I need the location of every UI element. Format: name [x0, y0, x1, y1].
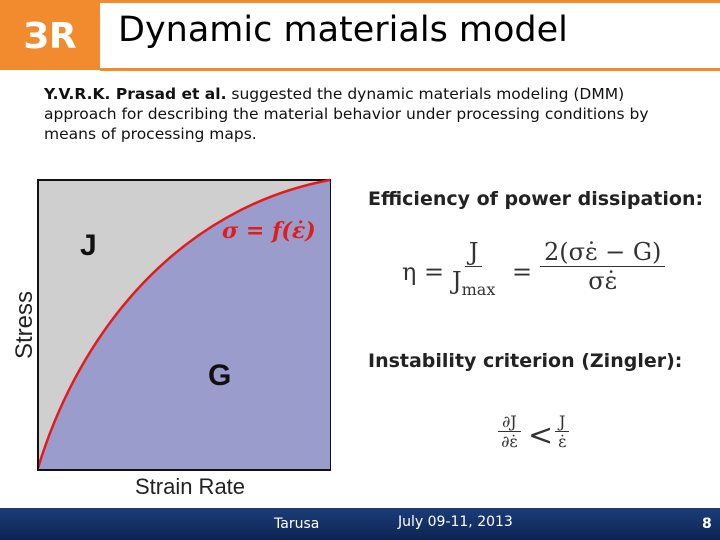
header-decor: ЗR	[0, 0, 720, 71]
numerator: ∂J	[498, 412, 521, 432]
intro-body: suggested the dynamic materials modeling…	[44, 85, 649, 143]
denominator: Jmax	[452, 267, 495, 299]
instability-heading: Instability criterion (Zingler):	[368, 350, 683, 372]
denominator: σε̇	[588, 267, 618, 295]
efficiency-heading: Efficiency of power dissipation:	[368, 188, 704, 210]
slide-title: Dynamic materials model	[118, 10, 568, 50]
fraction: J Jmax	[452, 238, 495, 299]
footer-bar	[0, 508, 720, 540]
region-g-label: G	[208, 359, 231, 392]
flow-curve	[36, 178, 331, 469]
intro-text: Y.V.R.K. Prasad et al. suggested the dyn…	[44, 84, 694, 144]
numerator: 2(σε̇ − G)	[540, 238, 666, 267]
svg-text:ЗR: ЗR	[23, 16, 76, 57]
curve-label: σ = f(ε̇)	[222, 218, 316, 244]
fraction: ∂J ∂ε̇	[498, 412, 521, 451]
footer-place: Tarusa	[274, 516, 320, 532]
relation: <	[528, 418, 554, 453]
denominator: ε̇	[558, 432, 567, 451]
symbol: J	[452, 267, 462, 295]
page-number: 8	[702, 516, 712, 532]
equals: =	[512, 258, 533, 286]
authors: Y.V.R.K. Prasad et al.	[44, 85, 227, 103]
region-j-label: J	[80, 229, 97, 262]
y-axis-label: Stress	[11, 291, 38, 359]
subscript: max	[461, 279, 496, 299]
fraction: J ε̇	[555, 412, 570, 451]
footer-date: July 09-11, 2013	[398, 514, 513, 530]
region-g	[38, 180, 330, 470]
numerator: J	[555, 412, 570, 432]
denominator: ∂ε̇	[501, 432, 518, 451]
x-axis-label: Strain Rate	[135, 474, 245, 499]
eta-lhs: η =	[402, 258, 445, 286]
numerator: J	[464, 238, 483, 267]
dmm-diagram: J G σ = f(ε̇) Stress Strain Rate	[11, 178, 331, 499]
fraction: 2(σε̇ − G) σε̇	[540, 238, 666, 295]
